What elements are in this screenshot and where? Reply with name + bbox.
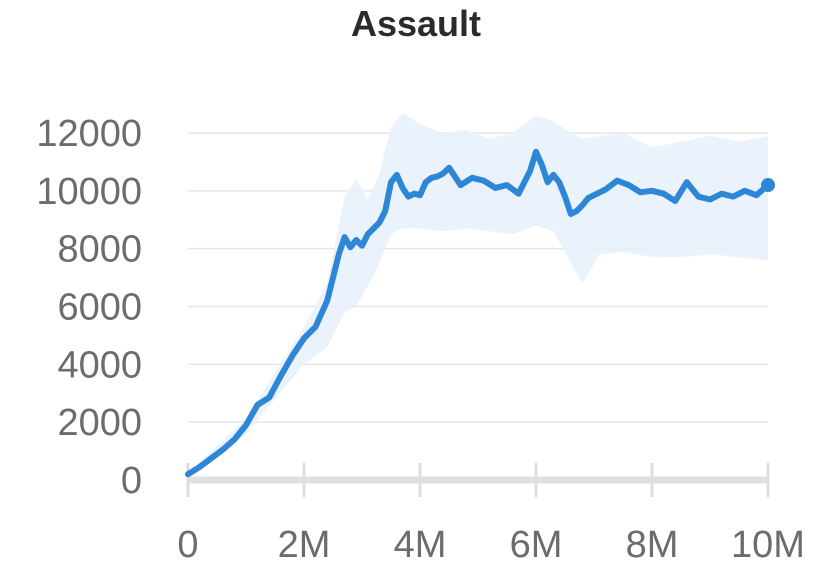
x-tick-label: 2M xyxy=(278,524,331,566)
y-tick-label: 4000 xyxy=(57,344,142,386)
y-tick-label: 6000 xyxy=(57,287,142,329)
x-tick-label: 6M xyxy=(510,524,563,566)
y-tick-label: 8000 xyxy=(57,229,142,271)
x-tick-label: 8M xyxy=(626,524,679,566)
y-tick-label: 12000 xyxy=(36,113,142,155)
series-line xyxy=(185,148,775,478)
series-polyline xyxy=(185,148,771,478)
y-tick-label: 2000 xyxy=(57,402,142,444)
y-tick-label: 10000 xyxy=(36,171,142,213)
axes xyxy=(186,463,770,497)
chart-title: Assault xyxy=(351,3,481,44)
y-tick-labels: 0 2000 4000 6000 8000 10000 12000 xyxy=(36,113,142,502)
x-tick-label: 0 xyxy=(177,524,198,566)
x-tick-labels: 0 2M 4M 6M 8M 10M xyxy=(177,524,805,566)
confidence-band-area xyxy=(188,112,768,476)
x-tick-label: 4M xyxy=(394,524,447,566)
x-tick-label: 10M xyxy=(731,524,805,566)
series-end-point xyxy=(761,178,775,193)
y-tick-label: 0 xyxy=(121,460,142,502)
confidence-band xyxy=(188,112,768,476)
